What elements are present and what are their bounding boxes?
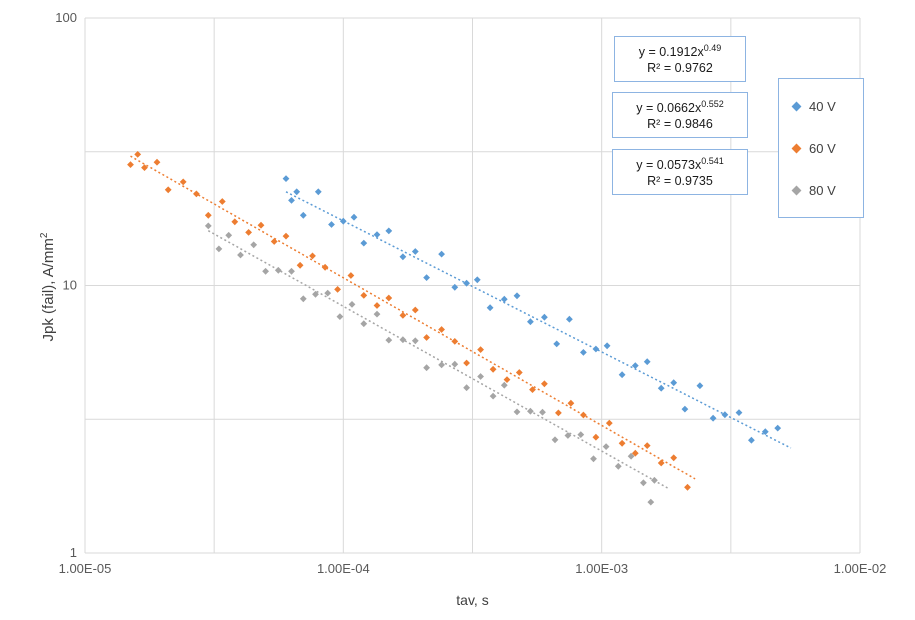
equation-box-80v: y = 0.0573x0.541 R² = 0.9735 <box>612 149 748 195</box>
equation-60v: y = 0.0662x0.552 <box>636 98 724 116</box>
equation-box-40v: y = 0.1912x0.49 R² = 0.9762 <box>614 36 746 82</box>
legend-item-80v: 80 V <box>791 182 863 198</box>
y-axis-title-text: Jpk (fail), A/mm <box>40 238 57 342</box>
trendline-80v <box>207 230 668 489</box>
x-tick-label: 1.00E-03 <box>575 561 628 576</box>
legend-item-60v: 60 V <box>791 140 863 156</box>
scatter-series-40v <box>282 175 782 444</box>
legend-marker-60v-icon <box>791 143 802 153</box>
legend-label-40v: 40 V <box>809 98 836 114</box>
y-axis-title-sup: 2 <box>39 232 50 239</box>
legend-label-80v: 80 V <box>809 182 836 198</box>
legend-marker-80v-icon <box>791 185 802 195</box>
r-squared-40v: R² = 0.9762 <box>647 61 713 76</box>
legend: 40 V 60 V 80 V <box>778 78 864 218</box>
x-tick-label: 1.00E-05 <box>59 561 112 576</box>
equation-box-60v: y = 0.0662x0.552 R² = 0.9846 <box>612 92 748 138</box>
trendline-60v <box>130 155 696 480</box>
equation-80v: y = 0.0573x0.541 <box>636 155 724 173</box>
y-tick-label: 1 <box>70 545 77 560</box>
y-axis-title: Jpk (fail), A/mm2 <box>39 177 57 397</box>
x-axis-title: tav, s <box>456 592 489 608</box>
legend-marker-40v-icon <box>791 101 802 111</box>
x-tick-label: 1.00E-02 <box>834 561 887 576</box>
scatter-series-60v <box>127 151 691 491</box>
y-tick-label: 100 <box>55 10 77 25</box>
y-tick-label: 10 <box>63 278 77 293</box>
legend-item-40v: 40 V <box>791 98 863 114</box>
trendline-40v <box>285 191 792 449</box>
legend-label-60v: 60 V <box>809 140 836 156</box>
r-squared-60v: R² = 0.9846 <box>647 117 713 132</box>
x-tick-label: 1.00E-04 <box>317 561 370 576</box>
r-squared-80v: R² = 0.9735 <box>647 174 713 189</box>
equation-40v: y = 0.1912x0.49 <box>638 42 722 60</box>
